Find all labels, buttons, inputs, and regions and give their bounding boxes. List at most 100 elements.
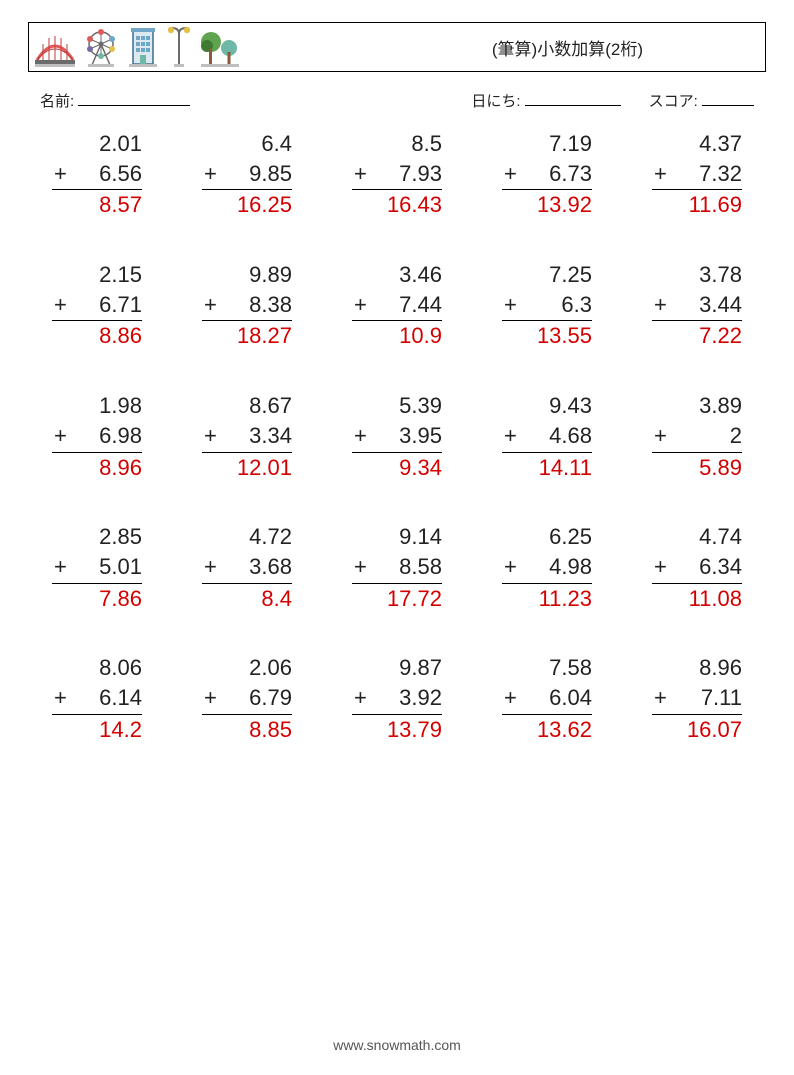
- operand-bottom-row: +6.04: [502, 683, 592, 715]
- answer: 17.72: [352, 584, 442, 614]
- answer: 16.07: [652, 715, 742, 745]
- answer: 8.86: [52, 321, 142, 351]
- operand-bottom: 7.44: [399, 290, 442, 320]
- problem: 3.78+3.447.22: [652, 260, 742, 351]
- trees-icon: [199, 28, 241, 68]
- operand-top: 8.96: [652, 653, 742, 683]
- problem-grid: 2.01+6.568.576.4+9.8516.258.5+7.9316.437…: [46, 129, 748, 744]
- operand-bottom-row: +6.3: [502, 290, 592, 322]
- problem: 1.98+6.988.96: [52, 391, 142, 482]
- operand-top: 2.85: [52, 522, 142, 552]
- date-blank[interactable]: [525, 90, 621, 106]
- operand-bottom-row: +5.01: [52, 552, 142, 584]
- operand-bottom: 8.58: [399, 552, 442, 582]
- operand-top: 8.5: [352, 129, 442, 159]
- operand-top: 5.39: [352, 391, 442, 421]
- answer: 13.62: [502, 715, 592, 745]
- answer: 14.2: [52, 715, 142, 745]
- operand-top: 2.06: [202, 653, 292, 683]
- answer: 18.27: [202, 321, 292, 351]
- answer: 7.22: [652, 321, 742, 351]
- problem: 6.4+9.8516.25: [202, 129, 292, 220]
- score-blank[interactable]: [702, 90, 754, 106]
- name-blank[interactable]: [78, 90, 190, 106]
- operand-bottom-row: +6.56: [52, 159, 142, 191]
- operand-top: 7.58: [502, 653, 592, 683]
- problem: 8.96+7.1116.07: [652, 653, 742, 744]
- operator: +: [52, 421, 67, 451]
- operand-bottom: 3.34: [249, 421, 292, 451]
- operand-bottom-row: +4.68: [502, 421, 592, 453]
- operand-bottom-row: +7.32: [652, 159, 742, 191]
- operator: +: [652, 683, 667, 713]
- answer: 13.92: [502, 190, 592, 220]
- building-icon: [127, 26, 159, 68]
- operand-bottom-row: +2: [652, 421, 742, 453]
- operator: +: [52, 159, 67, 189]
- date-label: 日にち:: [471, 93, 520, 110]
- answer: 13.55: [502, 321, 592, 351]
- answer: 8.85: [202, 715, 292, 745]
- answer: 11.08: [652, 584, 742, 614]
- operand-top: 9.89: [202, 260, 292, 290]
- operand-bottom-row: +4.98: [502, 552, 592, 584]
- operand-bottom-row: +7.11: [652, 683, 742, 715]
- operand-top: 7.19: [502, 129, 592, 159]
- operator: +: [202, 552, 217, 582]
- problem: 8.06+6.1414.2: [52, 653, 142, 744]
- problem: 9.87+3.9213.79: [352, 653, 442, 744]
- operand-top: 3.78: [652, 260, 742, 290]
- operand-top: 2.01: [52, 129, 142, 159]
- operand-bottom: 6.14: [99, 683, 142, 713]
- operand-bottom: 6.73: [549, 159, 592, 189]
- operator: +: [652, 159, 667, 189]
- problem: 3.46+7.4410.9: [352, 260, 442, 351]
- operand-bottom: 7.11: [701, 683, 742, 713]
- operand-bottom: 8.38: [249, 290, 292, 320]
- answer: 7.86: [52, 584, 142, 614]
- operand-bottom: 6.56: [99, 159, 142, 189]
- answer: 10.9: [352, 321, 442, 351]
- operator: +: [352, 552, 367, 582]
- operand-top: 8.06: [52, 653, 142, 683]
- score-label: スコア:: [649, 93, 698, 110]
- operand-bottom: 9.85: [249, 159, 292, 189]
- score-field: スコア:: [649, 90, 754, 111]
- operator: +: [52, 290, 67, 320]
- answer: 14.11: [502, 453, 592, 483]
- answer: 8.4: [202, 584, 292, 614]
- problem: 9.14+8.5817.72: [352, 522, 442, 613]
- operator: +: [202, 683, 217, 713]
- answer: 8.57: [52, 190, 142, 220]
- operator: +: [202, 421, 217, 451]
- operand-top: 9.87: [352, 653, 442, 683]
- operand-bottom: 6.71: [99, 290, 142, 320]
- problem: 7.25+6.313.55: [502, 260, 592, 351]
- name-field: 名前:: [40, 90, 190, 111]
- answer: 11.23: [502, 584, 592, 614]
- problem: 6.25+4.9811.23: [502, 522, 592, 613]
- operator: +: [202, 159, 217, 189]
- problem: 3.89+25.89: [652, 391, 742, 482]
- operand-top: 8.67: [202, 391, 292, 421]
- operand-top: 9.14: [352, 522, 442, 552]
- operand-top: 9.43: [502, 391, 592, 421]
- answer: 11.69: [652, 190, 742, 220]
- operand-bottom: 6.98: [99, 421, 142, 451]
- problem: 2.01+6.568.57: [52, 129, 142, 220]
- operand-bottom-row: +6.73: [502, 159, 592, 191]
- operand-bottom: 6.3: [561, 290, 592, 320]
- operand-bottom-row: +6.14: [52, 683, 142, 715]
- operand-top: 6.4: [202, 129, 292, 159]
- date-field: 日にち:: [471, 90, 620, 111]
- worksheet-header: (筆算)小数加算(2桁): [28, 22, 766, 72]
- operand-bottom-row: +3.68: [202, 552, 292, 584]
- operand-bottom: 4.68: [549, 421, 592, 451]
- answer: 5.89: [652, 453, 742, 483]
- operator: +: [352, 159, 367, 189]
- operand-bottom-row: +6.71: [52, 290, 142, 322]
- answer: 12.01: [202, 453, 292, 483]
- name-label: 名前:: [40, 93, 74, 110]
- operand-bottom-row: +8.58: [352, 552, 442, 584]
- operand-top: 7.25: [502, 260, 592, 290]
